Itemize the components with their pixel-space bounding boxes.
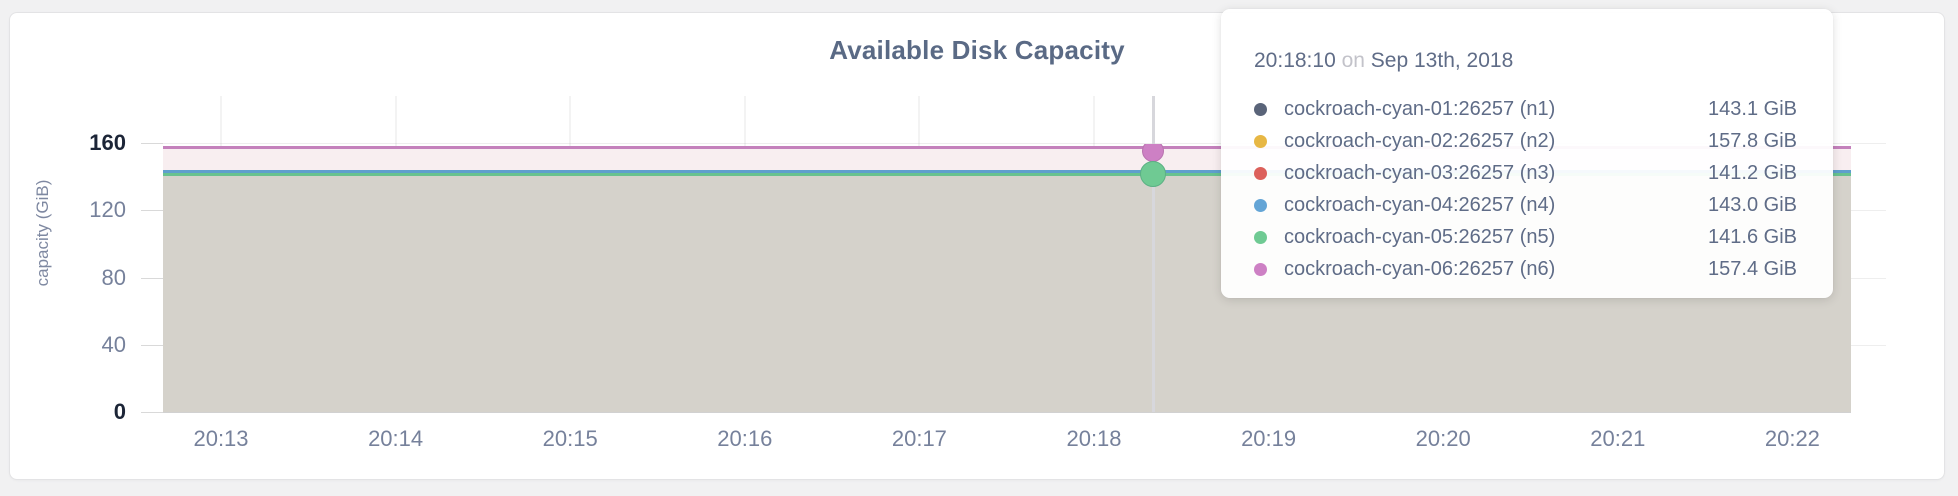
tooltip-series-row: cockroach-cyan-05:26257 (n5) 141.6 GiB	[1254, 221, 1797, 253]
series-color-dot-icon	[1254, 102, 1267, 116]
series-name: cockroach-cyan-06:26257 (n6)	[1284, 257, 1556, 280]
y-axis-tick-mark	[141, 277, 163, 279]
series-color-dot-icon	[1254, 166, 1267, 180]
hover-tooltip: 20:18:10 on Sep 13th, 2018 cockroach-cya…	[1221, 9, 1833, 298]
x-axis-tick-label: 20:18	[1066, 426, 1122, 451]
y-axis-label: capacity (GiB)	[33, 179, 52, 287]
series-name: cockroach-cyan-01:26257 (n1)	[1284, 97, 1556, 120]
tooltip-header: 20:18:10 on Sep 13th, 2018	[1254, 49, 1513, 73]
y-axis-tick-label: 120	[89, 197, 126, 223]
series-line-n4	[163, 170, 1851, 174]
tooltip-separator: on	[1341, 49, 1365, 72]
tooltip-date: Sep 13th, 2018	[1370, 49, 1514, 72]
tooltip-series-row: cockroach-cyan-03:26257 (n3) 141.2 GiB	[1254, 157, 1797, 189]
y-axis-tick-mark	[141, 210, 163, 212]
x-axis-tick-label: 20:17	[891, 426, 947, 451]
tooltip-series-row: cockroach-cyan-02:26257 (n2) 157.8 GiB	[1254, 125, 1797, 157]
series-value: 143.0 GiB	[1708, 193, 1797, 216]
series-value: 143.1 GiB	[1708, 97, 1797, 120]
series-name: cockroach-cyan-04:26257 (n4)	[1284, 193, 1556, 216]
x-axis-tick-label: 20:13	[193, 426, 249, 451]
y-axis-tick-mark	[141, 143, 163, 145]
series-color-dot-icon	[1254, 230, 1267, 244]
x-axis-tick-label: 20:20	[1415, 426, 1471, 451]
series-name: cockroach-cyan-05:26257 (n5)	[1284, 225, 1556, 248]
y-axis-tick-label: 0	[113, 399, 126, 424]
hover-point-n6	[1142, 144, 1164, 162]
tooltip-series-list: cockroach-cyan-01:26257 (n1) 143.1 GiB c…	[1254, 93, 1797, 285]
tooltip-series-row: cockroach-cyan-06:26257 (n6) 157.4 GiB	[1254, 253, 1797, 285]
series-color-dot-icon	[1254, 134, 1267, 148]
hover-guideline	[1151, 96, 1155, 412]
series-value: 157.4 GiB	[1708, 257, 1797, 280]
tooltip-series-row: cockroach-cyan-01:26257 (n1) 143.1 GiB	[1254, 93, 1797, 125]
y-axis-tick-mark	[141, 344, 163, 346]
series-line-n6	[163, 145, 1851, 150]
y-axis-tick-label: 160	[89, 130, 126, 156]
series-color-dot-icon	[1254, 262, 1267, 276]
series-line-n5	[163, 172, 1851, 176]
chart-panel: Available Disk Capacity capacity (GiB) 2…	[9, 9, 1945, 480]
x-axis-tick-label: 20:16	[717, 426, 773, 451]
x-axis-tick-label: 20:22	[1764, 426, 1820, 451]
tooltip-time: 20:18:10	[1254, 49, 1336, 72]
series-value: 157.8 GiB	[1708, 129, 1797, 152]
x-axis-tick-label: 20:15	[542, 426, 598, 451]
y-axis-tick-label: 40	[101, 331, 126, 357]
tooltip-series-row: cockroach-cyan-04:26257 (n4) 143.0 GiB	[1254, 189, 1797, 221]
series-value: 141.2 GiB	[1708, 161, 1797, 184]
chart-title: Available Disk Capacity	[829, 35, 1125, 65]
series-value: 141.6 GiB	[1708, 225, 1797, 248]
x-axis-tick-label: 20:21	[1590, 426, 1646, 451]
hover-point-n5	[1140, 161, 1166, 188]
series-name: cockroach-cyan-02:26257 (n2)	[1284, 129, 1556, 152]
x-axis-tick-label: 20:19	[1241, 426, 1297, 451]
x-axis-baseline	[163, 412, 1851, 413]
series-name: cockroach-cyan-03:26257 (n3)	[1284, 161, 1556, 184]
y-axis-tick-label: 80	[101, 264, 126, 290]
x-axis-tick-label: 20:14	[368, 426, 424, 451]
series-color-dot-icon	[1254, 198, 1267, 212]
horizontal-gridline	[163, 143, 1886, 145]
y-axis-tick-mark	[141, 412, 163, 413]
